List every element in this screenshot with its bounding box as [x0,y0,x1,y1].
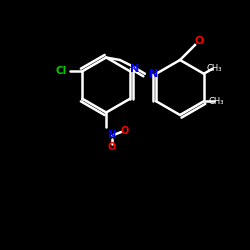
Text: N: N [130,64,140,74]
Text: CH₃: CH₃ [208,97,224,106]
Text: Cl: Cl [56,66,67,76]
Text: O: O [107,142,115,152]
Text: N: N [149,69,158,79]
Text: O: O [194,36,203,46]
Text: CH₃: CH₃ [206,64,222,73]
Text: O: O [121,126,129,136]
Text: N: N [107,130,115,140]
